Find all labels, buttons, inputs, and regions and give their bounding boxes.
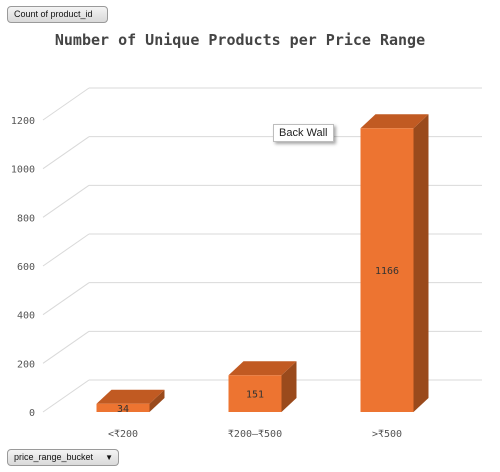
bar-top-0: [96, 389, 165, 404]
x-tick-label-1: ₹200–₹500: [228, 429, 282, 440]
chart-title: Number of Unique Products per Price Rang…: [54, 31, 426, 49]
data-label-0: 34: [117, 404, 129, 415]
bar-2: [360, 128, 414, 413]
y-tick-label-3: 600: [17, 262, 35, 273]
bar-side-1: [281, 361, 297, 412]
bar-top-1: [228, 361, 297, 376]
y-tick-label-1: 200: [17, 359, 35, 370]
y-tick-label-6: 1200: [11, 116, 35, 127]
data-label-2: 1166: [375, 266, 399, 277]
gridline-depth-3: [42, 233, 90, 267]
y-tick-label-0: 0: [29, 408, 35, 419]
chart-tooltip: Back Wall: [273, 124, 334, 142]
bar-0: [96, 403, 150, 412]
bar-side-0: [149, 389, 165, 412]
axis-field-label: price_range_bucket: [14, 452, 94, 462]
x-tick-label-2: >₹500: [372, 429, 402, 440]
gridline-depth-2: [42, 282, 90, 316]
y-tick-label-4: 800: [17, 213, 35, 224]
gridline-depth-5: [42, 136, 90, 170]
gridline-depth-4: [42, 184, 90, 218]
value-field-label: Count of product_id: [14, 9, 93, 19]
gridline-depth-6: [42, 87, 90, 121]
bar-1: [228, 375, 282, 412]
value-field-button[interactable]: Count of product_id: [7, 6, 108, 23]
axis-field-dropdown[interactable]: price_range_bucket ▼: [7, 449, 119, 466]
bar-side-2: [413, 114, 429, 413]
bar-top-2: [360, 114, 429, 129]
chevron-down-icon: ▼: [105, 453, 113, 462]
data-label-1: 151: [246, 390, 264, 401]
x-tick-label-0: <₹200: [108, 429, 138, 440]
gridline-depth-0: [42, 379, 90, 413]
y-tick-label-5: 1000: [11, 165, 35, 176]
gridline-depth-1: [42, 330, 90, 364]
y-tick-label-2: 400: [17, 311, 35, 322]
